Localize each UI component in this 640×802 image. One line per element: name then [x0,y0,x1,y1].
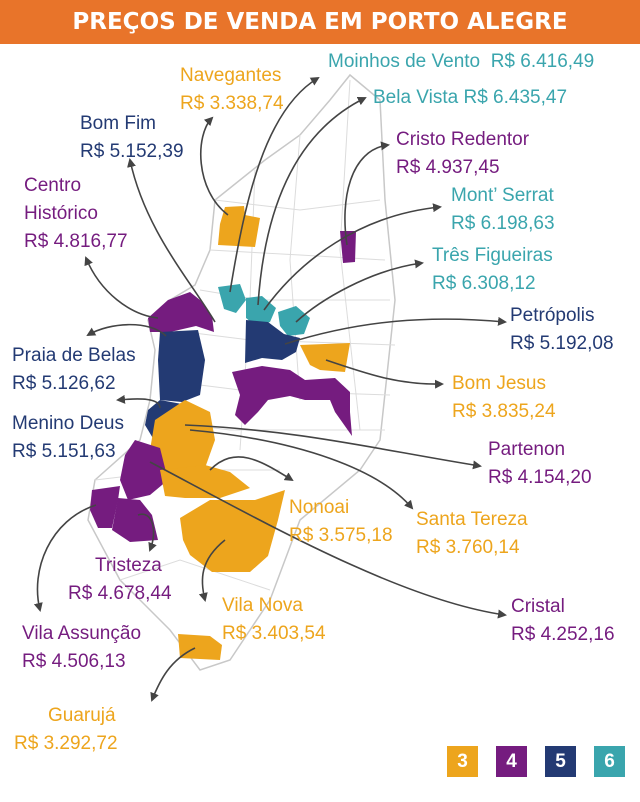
district-tres-figueiras [278,306,310,336]
legend: 3 4 5 6 [447,746,625,777]
legend-swatch-4: 4 [496,746,527,777]
arrow-santa-tereza [189,429,414,510]
district-santa-tereza [150,400,215,478]
arrow-mont-serrat [263,203,442,311]
districts [90,206,356,660]
label-tristeza: Tristeza [95,555,162,576]
label-cristal: Cristal R$ 4.252,16 [511,596,615,645]
district-nonoai [160,465,250,498]
arrow-centro [84,256,159,319]
label-tres-figueiras: Três Figueiras R$ 6.308,12 [432,245,553,294]
district-vila-assuncao [90,486,120,528]
label-bom-jesus: Bom Jesus R$ 3.835,24 [452,373,556,422]
arrow-moinhos [229,76,320,293]
legend-swatch-6: 6 [594,746,625,777]
arrow-partenon [184,424,482,470]
arrow-petropolis [284,316,507,345]
label-petropolis: Petrópolis R$ 5.192,08 [510,305,614,354]
district-partenon [232,366,352,436]
district-cristal [120,440,168,500]
label-guaruja-price: R$ 3.292,72 [14,733,118,754]
connector-arrows [33,76,507,702]
label-navegantes: Navegantes R$ 3.338,74 [180,65,284,114]
district-cristo-redentor [340,231,356,263]
arrow-bom-fim [127,158,216,323]
district-petropolis [245,320,300,363]
label-santa-tereza: Santa Tereza R$ 3.760,14 [416,509,528,558]
title-banner: PREÇOS DE VENDA EM PORTO ALEGRE [0,0,640,44]
arrow-tristeza [137,513,157,552]
arrow-vila-assuncao [33,504,97,612]
arrow-praia [86,323,167,337]
legend-swatch-5: 5 [545,746,576,777]
district-praia-de-belas [158,330,205,402]
arrow-guaruja [150,647,196,702]
label-nonoai: Nonoai R$ 3.575,18 [289,497,393,546]
arrow-menino-deus [116,394,161,409]
district-bom-jesus [300,343,350,372]
label-centro-historico: Centro Histórico R$ 4.816,77 [24,175,128,252]
label-cristo-redentor: Cristo Redentor R$ 4.937,45 [396,129,530,178]
label-guaruja: Guarujá [48,705,116,726]
label-moinhos-de-vento: Moinhos de Vento R$ 6.416,49 [328,51,595,72]
legend-swatch-3: 3 [447,746,478,777]
arrow-cristal [149,461,507,619]
label-tristeza-price: R$ 4.678,44 [68,583,172,604]
label-bom-fim: Bom Fim R$ 5.152,39 [80,113,184,162]
label-praia-de-belas: Praia de Belas R$ 5.126,62 [12,345,136,394]
label-bela-vista: Bela Vista R$ 6.435,47 [373,87,568,108]
district-guaruja [178,634,222,660]
city-map [33,73,507,702]
district-centro [148,292,214,332]
arrow-bom-jesus [325,359,444,389]
arrow-navegantes [200,116,229,216]
district-tristeza [112,498,158,542]
label-menino-deus: Menino Deus R$ 5.151,63 [12,413,124,462]
district-moinhos-de-vento [218,284,246,313]
label-vila-assuncao: Vila Assunção R$ 4.506,13 [22,623,142,672]
label-vila-nova: Vila Nova R$ 3.403,54 [222,595,326,644]
arrow-nonoai [209,456,294,482]
arrow-vila-nova [198,539,226,602]
arrow-bela-vista [257,97,367,306]
arrow-cristo [344,141,390,246]
district-navegantes [218,206,260,247]
label-partenon: Partenon R$ 4.154,20 [488,439,592,488]
district-vila-nova [180,490,285,572]
label-mont-serrat: Mont’ Serrat R$ 6.198,63 [451,185,555,234]
page-title: PREÇOS DE VENDA EM PORTO ALEGRE [72,9,568,35]
arrow-tres-figueiras [295,259,424,323]
